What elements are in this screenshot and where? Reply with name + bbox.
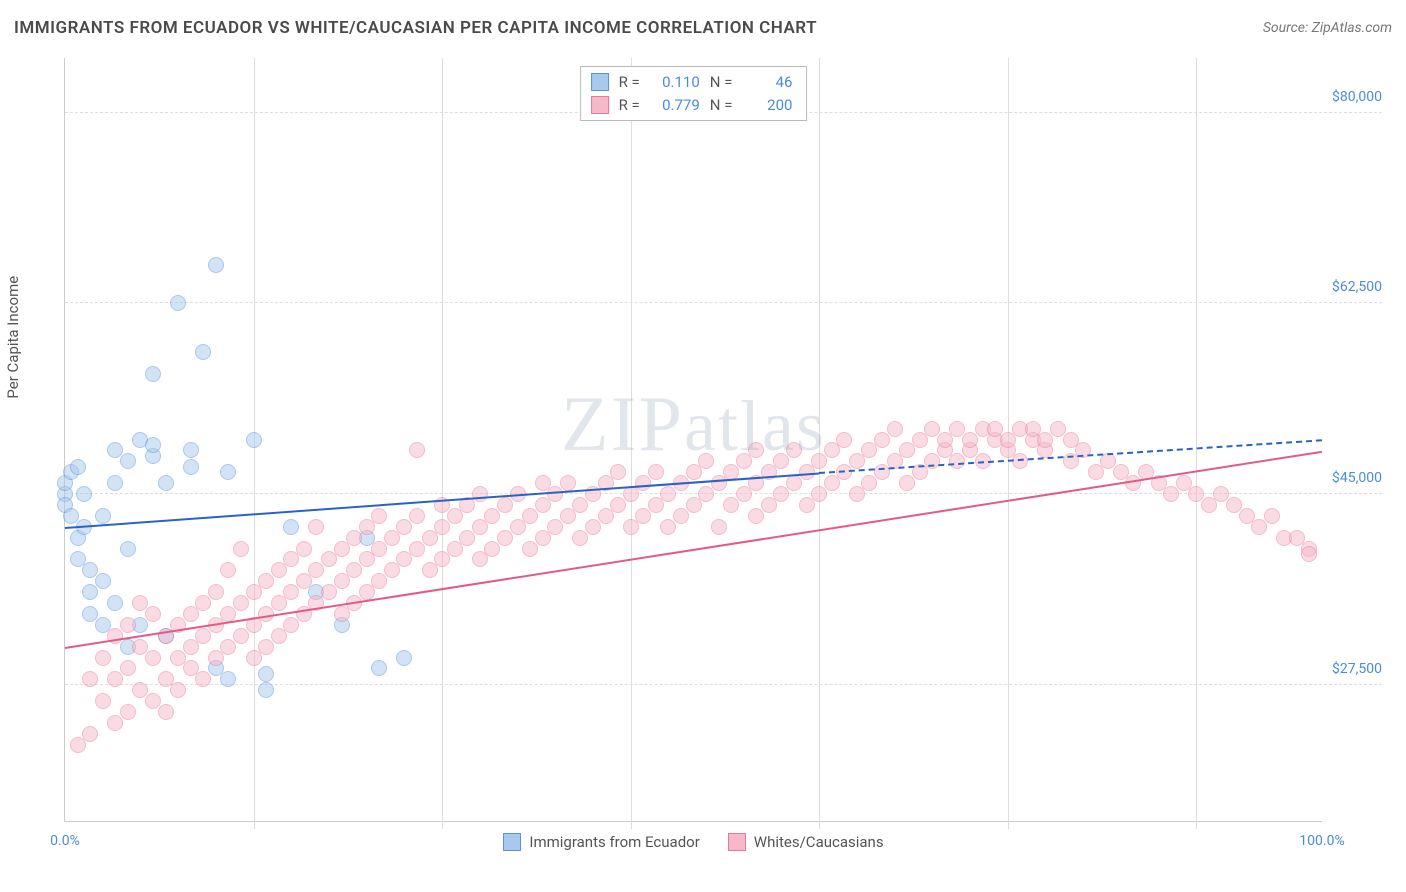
y-tick-label: $62,500 bbox=[1332, 279, 1382, 295]
x-gridline bbox=[442, 58, 443, 829]
data-point-blue bbox=[70, 459, 86, 475]
data-point-pink bbox=[170, 682, 186, 698]
y-tick-label: $80,000 bbox=[1332, 89, 1382, 105]
data-point-pink bbox=[610, 464, 626, 480]
data-point-blue bbox=[283, 519, 299, 535]
legend-series-item: Whites/Caucasians bbox=[728, 833, 884, 851]
x-gridline bbox=[631, 58, 632, 829]
data-point-pink bbox=[308, 519, 324, 535]
data-point-pink bbox=[1012, 453, 1028, 469]
data-point-pink bbox=[233, 541, 249, 557]
legend-stats-row: R = 0.110 N = 46 bbox=[591, 71, 793, 94]
data-point-blue bbox=[170, 295, 186, 311]
data-point-pink bbox=[120, 704, 136, 720]
data-point-pink bbox=[145, 650, 161, 666]
data-point-blue bbox=[371, 660, 387, 676]
data-point-pink bbox=[786, 442, 802, 458]
y-gridline bbox=[65, 302, 1382, 303]
data-point-pink bbox=[698, 453, 714, 469]
legend-r-key: R = bbox=[619, 71, 640, 94]
y-tick-label: $27,500 bbox=[1332, 661, 1382, 677]
legend-swatch bbox=[591, 73, 609, 91]
data-point-pink bbox=[95, 650, 111, 666]
data-point-pink bbox=[195, 671, 211, 687]
data-point-pink bbox=[409, 508, 425, 524]
data-point-pink bbox=[82, 726, 98, 742]
legend-series-item: Immigrants from Ecuador bbox=[503, 833, 699, 851]
data-point-pink bbox=[409, 442, 425, 458]
data-point-blue bbox=[208, 257, 224, 273]
data-point-blue bbox=[76, 486, 92, 502]
data-point-blue bbox=[396, 650, 412, 666]
data-point-pink bbox=[560, 475, 576, 491]
data-point-pink bbox=[1264, 508, 1280, 524]
legend-n-value: 46 bbox=[742, 71, 792, 94]
data-point-pink bbox=[836, 432, 852, 448]
legend-r-value: 0.779 bbox=[650, 94, 700, 117]
x-gridline bbox=[1196, 58, 1197, 829]
legend-n-key: N = bbox=[710, 71, 733, 94]
data-point-blue bbox=[183, 442, 199, 458]
legend-n-key: N = bbox=[710, 94, 733, 117]
data-point-blue bbox=[107, 595, 123, 611]
data-point-pink bbox=[711, 519, 727, 535]
chart-title: IMMIGRANTS FROM ECUADOR VS WHITE/CAUCASI… bbox=[14, 18, 817, 38]
legend-n-value: 200 bbox=[742, 94, 792, 117]
x-tick-label: 0.0% bbox=[50, 833, 80, 849]
data-point-blue bbox=[145, 437, 161, 453]
legend-swatch bbox=[591, 96, 609, 114]
legend-stats: R = 0.110 N = 46 R = 0.779 N = 200 bbox=[580, 66, 808, 121]
chart-header: IMMIGRANTS FROM ECUADOR VS WHITE/CAUCASI… bbox=[14, 18, 1392, 38]
data-point-blue bbox=[95, 573, 111, 589]
data-point-blue bbox=[246, 432, 262, 448]
legend-r-key: R = bbox=[619, 94, 640, 117]
data-point-pink bbox=[371, 508, 387, 524]
chart-source: Source: ZipAtlas.com bbox=[1263, 20, 1392, 36]
data-point-pink bbox=[296, 541, 312, 557]
plot-area: ZIPatlas R =0.110N =46R =0.779N =200 Imm… bbox=[64, 58, 1322, 822]
legend-series: Immigrants from Ecuador Whites/Caucasians bbox=[65, 833, 1322, 851]
data-point-blue bbox=[145, 366, 161, 382]
legend-series-label: Immigrants from Ecuador bbox=[529, 833, 699, 851]
legend-stats-row: R = 0.779 N = 200 bbox=[591, 94, 793, 117]
data-point-blue bbox=[195, 344, 211, 360]
data-point-blue bbox=[120, 541, 136, 557]
data-point-pink bbox=[472, 486, 488, 502]
data-point-blue bbox=[158, 475, 174, 491]
x-tick-label: 100.0% bbox=[1299, 833, 1344, 849]
data-point-pink bbox=[887, 421, 903, 437]
data-point-pink bbox=[145, 606, 161, 622]
y-tick-label: $45,000 bbox=[1332, 470, 1382, 486]
data-point-blue bbox=[258, 666, 274, 682]
data-point-blue bbox=[107, 475, 123, 491]
data-point-blue bbox=[220, 671, 236, 687]
data-point-pink bbox=[648, 464, 664, 480]
chart-container: Per Capita Income ZIPatlas R =0.110N =46… bbox=[14, 48, 1392, 872]
data-point-pink bbox=[748, 442, 764, 458]
data-point-pink bbox=[120, 617, 136, 633]
data-point-pink bbox=[120, 660, 136, 676]
data-point-blue bbox=[183, 459, 199, 475]
data-point-blue bbox=[220, 464, 236, 480]
data-point-blue bbox=[120, 453, 136, 469]
data-point-pink bbox=[208, 584, 224, 600]
data-point-blue bbox=[95, 508, 111, 524]
data-point-blue bbox=[258, 682, 274, 698]
data-point-pink bbox=[158, 704, 174, 720]
y-axis-label: Per Capita Income bbox=[4, 276, 22, 399]
legend-series-label: Whites/Caucasians bbox=[754, 833, 884, 851]
y-gridline bbox=[65, 493, 1382, 494]
data-point-pink bbox=[1301, 546, 1317, 562]
data-point-pink bbox=[82, 671, 98, 687]
legend-swatch bbox=[503, 833, 521, 851]
legend-r-value: 0.110 bbox=[650, 71, 700, 94]
legend-swatch bbox=[728, 833, 746, 851]
x-gridline bbox=[819, 58, 820, 829]
data-point-pink bbox=[220, 562, 236, 578]
data-point-pink bbox=[95, 693, 111, 709]
